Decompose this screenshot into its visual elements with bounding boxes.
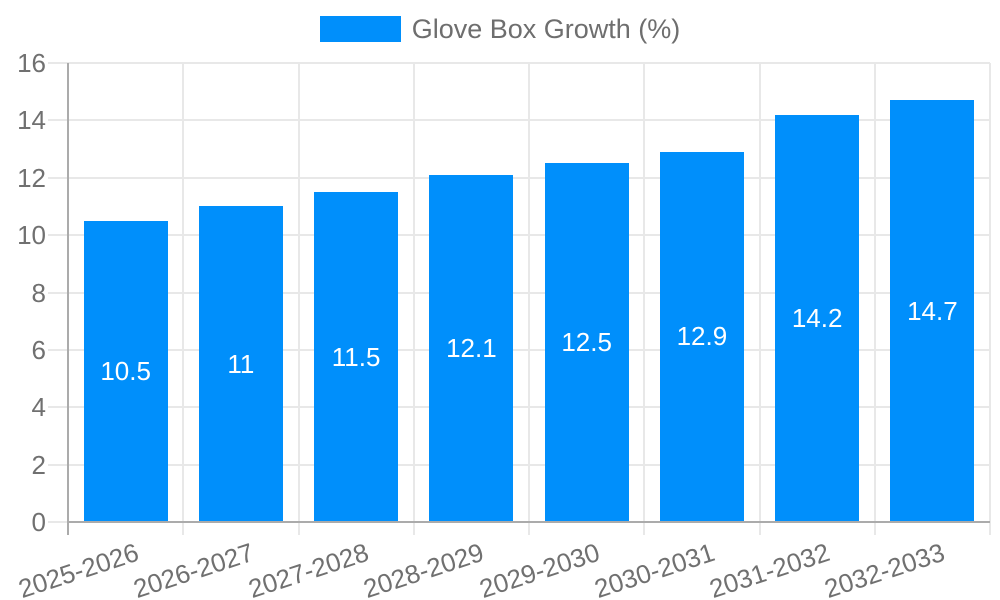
bar: 14.7 <box>890 100 975 522</box>
v-gridline <box>758 63 761 522</box>
bar-value-label: 12.5 <box>561 327 612 358</box>
legend: Glove Box Growth (%) <box>0 14 1000 44</box>
x-axis-tick <box>643 522 646 535</box>
bar-value-label: 10.5 <box>100 355 151 386</box>
x-axis-tick <box>758 522 761 535</box>
y-tick-label: 8 <box>31 277 46 308</box>
x-axis-tick <box>297 522 300 535</box>
bar-value-label: 12.1 <box>446 332 497 363</box>
v-gridline <box>643 63 646 522</box>
bar-value-label: 14.2 <box>791 302 843 333</box>
x-axis-tick <box>989 522 991 535</box>
y-tick-label: 4 <box>31 392 46 423</box>
y-tick-label: 16 <box>17 48 46 78</box>
bar-value-label: 12.9 <box>676 321 728 352</box>
bar: 12.1 <box>429 174 514 522</box>
y-axis-line <box>67 63 69 535</box>
x-axis-tick <box>873 522 876 535</box>
y-tick-label: 14 <box>17 105 46 136</box>
bar: 11.5 <box>314 192 399 522</box>
y-axis-tick <box>48 176 68 179</box>
y-tick-label: 10 <box>17 220 46 251</box>
v-gridline <box>297 63 300 522</box>
y-tick-label: 12 <box>17 162 46 193</box>
bar-value-label: 11.5 <box>331 341 381 372</box>
y-axis-tick <box>48 348 68 351</box>
y-tick-label: 6 <box>31 334 46 365</box>
y-tick-label: 0 <box>31 507 46 537</box>
v-gridline <box>528 63 530 522</box>
bar: 14.2 <box>775 114 860 522</box>
legend-item[interactable]: Glove Box Growth (%) <box>319 14 681 44</box>
y-tick-label: 2 <box>31 449 46 480</box>
bar: 10.5 <box>83 220 168 522</box>
y-axis-tick <box>48 234 68 237</box>
y-axis-tick <box>48 463 68 466</box>
y-axis-tick <box>48 291 68 294</box>
bar: 12.5 <box>544 163 629 522</box>
legend-label: Glove Box Growth (%) <box>411 14 681 44</box>
v-gridline <box>182 63 185 522</box>
x-axis-tick <box>412 522 415 535</box>
bar-value-label: 11 <box>227 348 255 379</box>
v-gridline <box>412 63 415 522</box>
x-axis-line <box>68 521 990 523</box>
x-axis-tick <box>182 522 185 535</box>
legend-swatch <box>319 16 401 42</box>
v-gridline <box>873 63 876 522</box>
bar: 11 <box>198 206 283 522</box>
y-axis-tick <box>48 119 68 122</box>
y-axis-tick <box>48 406 68 409</box>
y-axis-tick <box>48 521 68 523</box>
bar-value-label: 14.7 <box>907 295 958 326</box>
bar: 12.9 <box>659 151 744 522</box>
y-axis-tick <box>48 62 68 64</box>
x-axis-tick <box>528 522 530 535</box>
v-gridline <box>989 63 991 522</box>
